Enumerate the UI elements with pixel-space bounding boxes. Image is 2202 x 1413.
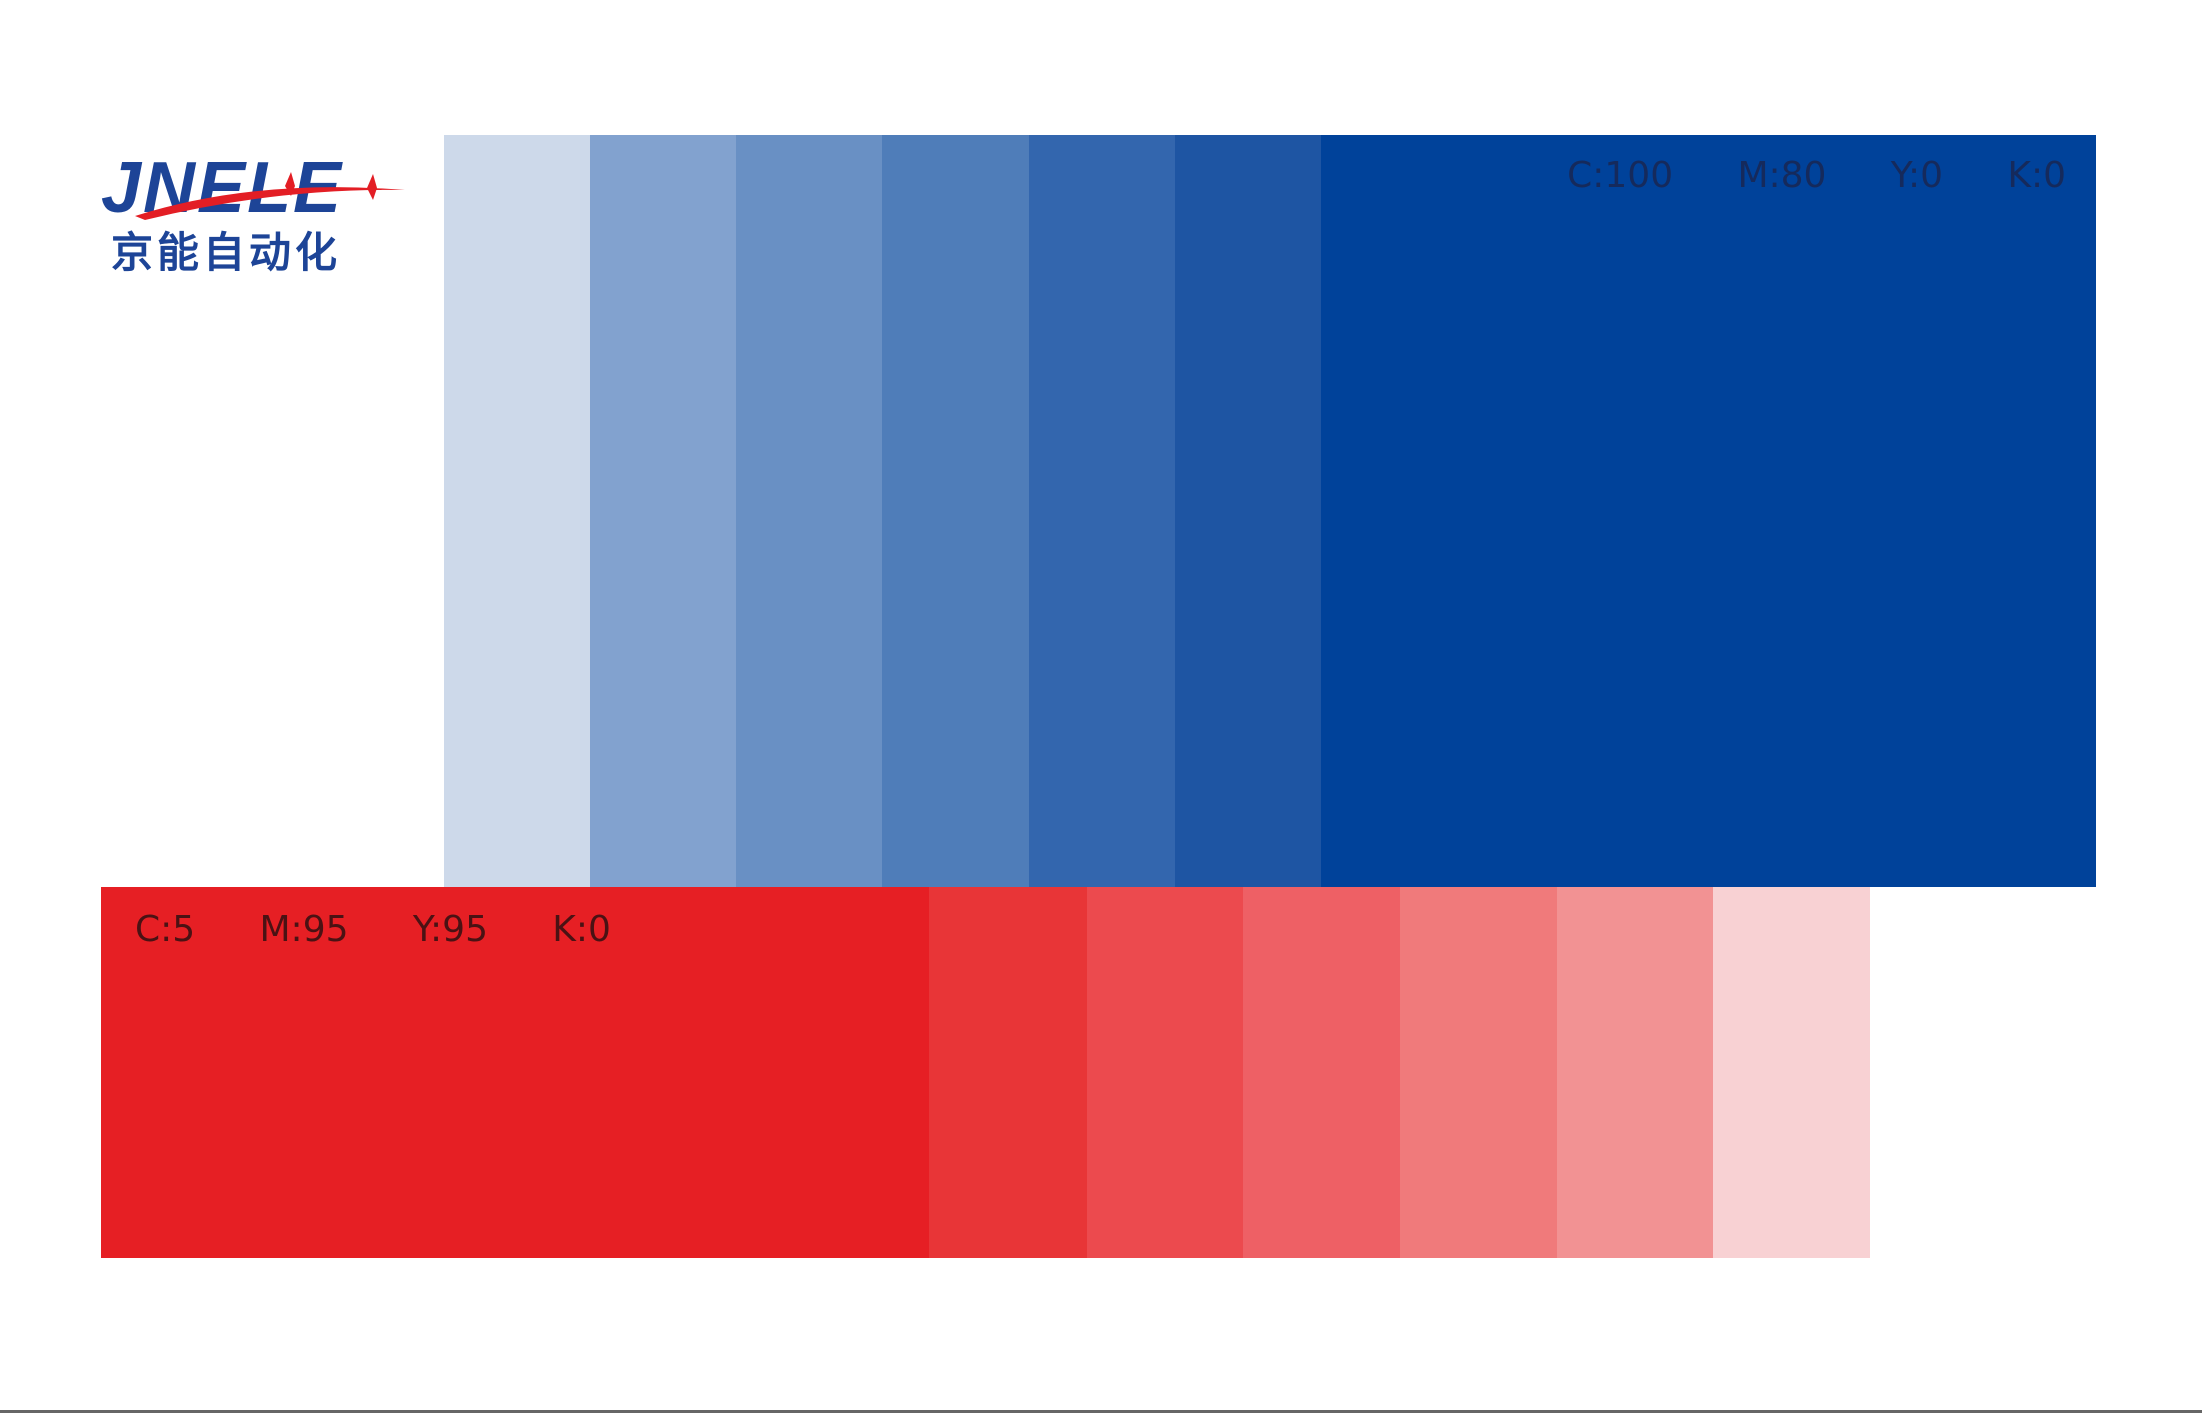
red-swatch [1243, 887, 1400, 1258]
red-swatch [929, 887, 1087, 1258]
red-swatch [1557, 887, 1713, 1258]
blue-swatch [882, 135, 1029, 887]
red-swatch [1400, 887, 1557, 1258]
red-swatch [1087, 887, 1243, 1258]
blue-swatch [736, 135, 882, 887]
blue-cmyk-label: C:100 M:80 Y:0 K:0 [1567, 155, 2066, 196]
blue-palette: C:100 M:80 Y:0 K:0 [444, 135, 2096, 887]
red-palette: C:5 M:95 Y:95 K:0 [101, 887, 1870, 1258]
red-swatch-primary [101, 887, 929, 1258]
blue-swatch [1175, 135, 1321, 887]
blue-swatch [444, 135, 590, 887]
bottom-divider [0, 1410, 2202, 1413]
blue-swatch [1029, 135, 1175, 887]
blue-swatch [590, 135, 736, 887]
blue-swatch-primary [1321, 135, 2096, 887]
logo-chinese-text: 京能自动化 [111, 228, 342, 277]
red-cmyk-label: C:5 M:95 Y:95 K:0 [135, 909, 611, 950]
jnele-logo: JNELE 京能自动化 [95, 148, 415, 278]
logo-red-swoosh-icon [135, 172, 405, 220]
red-swatch [1713, 887, 1870, 1258]
